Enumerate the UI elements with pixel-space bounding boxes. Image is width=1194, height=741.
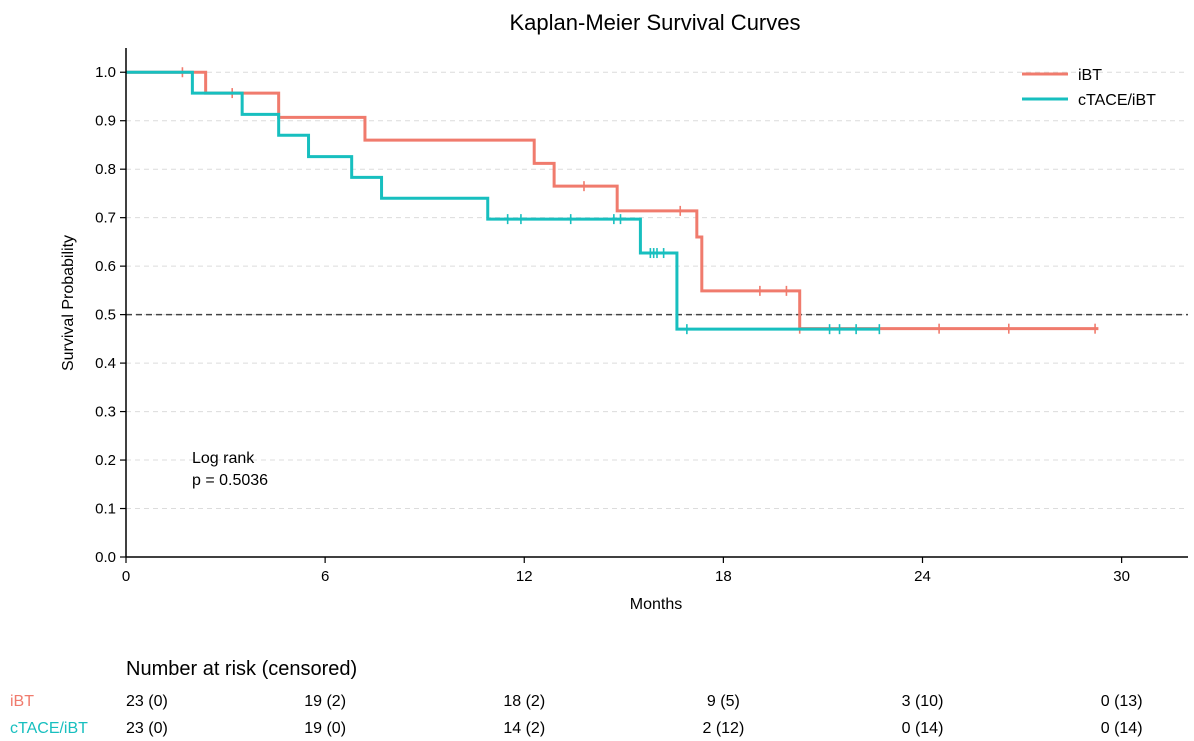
risk-cell: 23 (0) [126, 720, 168, 737]
x-tick-label: 24 [914, 568, 931, 585]
risk-cell: 9 (5) [707, 693, 740, 710]
y-tick-label: 0.7 [95, 210, 116, 227]
y-tick-label: 0.9 [95, 113, 116, 130]
y-axis-label: Survival Probability [60, 235, 77, 371]
y-tick-label: 0.0 [95, 549, 116, 566]
risk-cell: 3 (10) [902, 693, 944, 710]
legend-label: iBT [1078, 67, 1102, 84]
log-rank-label: Log rank [192, 450, 255, 467]
risk-cell: 19 (2) [304, 693, 346, 710]
y-tick-label: 0.2 [95, 452, 116, 469]
x-axis-label: Months [630, 596, 682, 613]
axes: 0.0 0.1 0.2 0.3 0.4 0.5 0.6 0.7 0.8 0.9 1.0 0 6 12 18 2… [95, 48, 1188, 585]
series-line-0 [126, 70, 1099, 331]
series-group [126, 67, 1099, 335]
series-line-1 [126, 70, 880, 331]
risk-cell: 0 (13) [1101, 693, 1143, 710]
y-tick-label: 0.8 [95, 161, 116, 178]
y-tick-label: 0.3 [95, 404, 116, 421]
grid-lines [126, 71, 1188, 510]
risk-cell: 14 (2) [503, 720, 545, 737]
chart-title: Kaplan-Meier Survival Curves [510, 10, 801, 35]
risk-table-heading: Number at risk (censored) [126, 658, 357, 680]
risk-cell: 18 (2) [503, 693, 545, 710]
x-tick-label: 18 [715, 568, 732, 585]
y-tick-label: 0.4 [95, 355, 116, 372]
risk-cell: 23 (0) [126, 693, 168, 710]
y-tick-label: 0.6 [95, 258, 116, 275]
risk-cell: 0 (14) [902, 720, 944, 737]
y-tick-label: 0.1 [95, 501, 116, 518]
risk-cell: 0 (14) [1101, 720, 1143, 737]
y-tick-label: 0.5 [95, 307, 116, 324]
x-tick-label: 12 [516, 568, 533, 585]
risk-cell: 2 (12) [702, 720, 744, 737]
p-value-label: p = 0.5036 [192, 472, 268, 489]
x-tick-label: 0 [122, 568, 130, 585]
x-tick-label: 6 [321, 568, 329, 585]
y-tick-label: 1.0 [95, 64, 116, 81]
risk-table: iBT 23 (0) 19 (2) 18 (2) 9 (5) 3 (10) 0 (13) cT… [10, 693, 1143, 737]
legend-label: cTACE/iBT [1078, 92, 1156, 109]
risk-row-label: cTACE/iBT [10, 720, 88, 737]
x-tick-label: 30 [1113, 568, 1130, 585]
legend: iBT cTACE/iBT [1022, 67, 1156, 109]
risk-cell: 19 (0) [304, 720, 346, 737]
risk-row-label: iBT [10, 693, 34, 710]
